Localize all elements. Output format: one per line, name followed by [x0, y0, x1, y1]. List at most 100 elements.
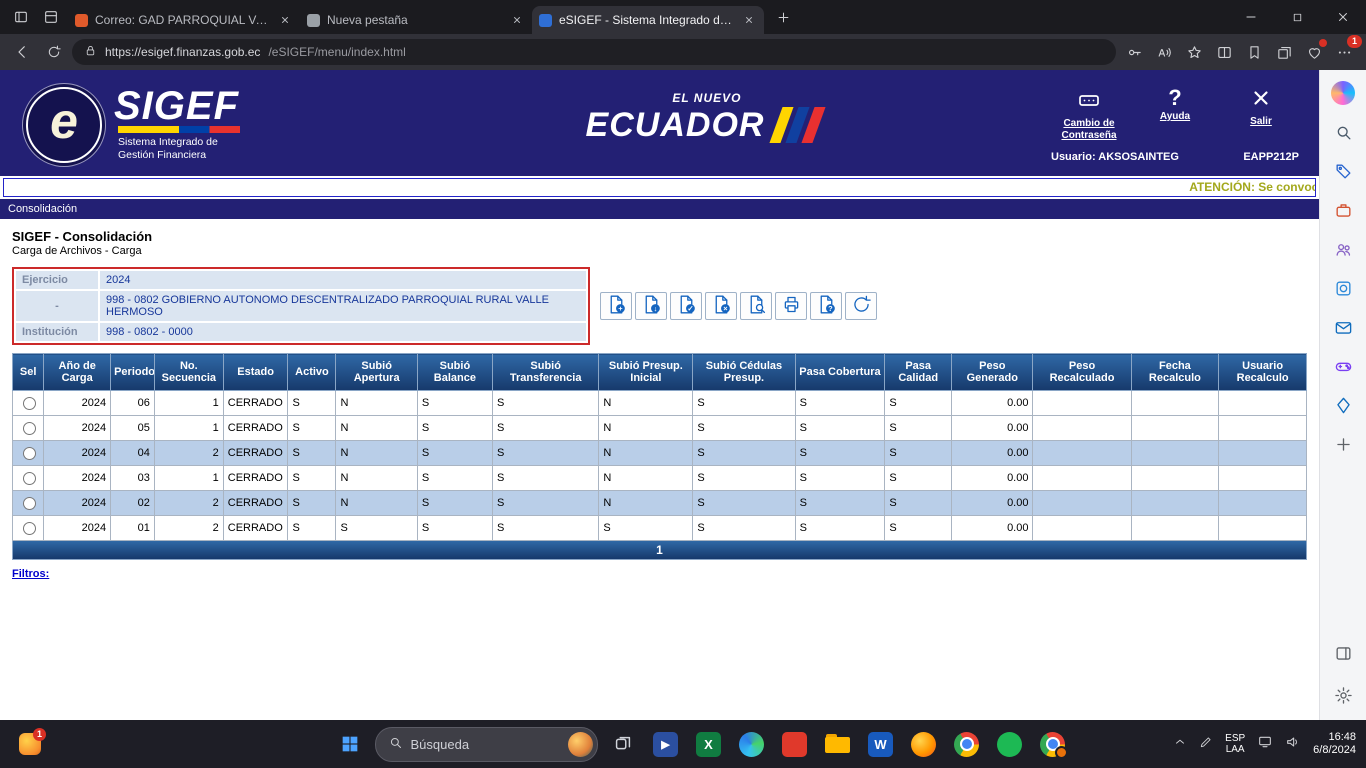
brand-name-text: ECUADOR — [586, 106, 765, 145]
table-cell: S — [693, 416, 795, 441]
change-password-button[interactable]: Cambio de Contraseña — [1049, 87, 1129, 142]
select-row-radio[interactable] — [23, 447, 36, 460]
select-row-radio[interactable] — [23, 497, 36, 510]
menu-bar-consolidacion[interactable]: Consolidación — [0, 199, 1319, 219]
search-icon[interactable] — [1330, 119, 1356, 145]
favorites-bar-icon[interactable] — [1240, 38, 1268, 66]
pagination-bar[interactable]: 1 — [12, 541, 1307, 560]
exit-button[interactable]: Salir — [1221, 87, 1301, 142]
filters-link[interactable]: Filtros: — [12, 568, 49, 580]
people-icon[interactable] — [1330, 236, 1356, 262]
table-cell: N — [599, 466, 693, 491]
vertical-tabs-icon[interactable] — [8, 4, 34, 30]
screen: Correo: GAD PARROQUIAL VALLE Nueva pestañ… — [0, 0, 1366, 768]
select-row-radio[interactable] — [23, 397, 36, 410]
drop-icon[interactable] — [1330, 392, 1356, 418]
reload-button[interactable] — [845, 292, 877, 320]
read-aloud-icon[interactable] — [1150, 38, 1178, 66]
table-cell: S — [288, 466, 336, 491]
print-icon — [781, 294, 802, 318]
word-icon[interactable]: W — [863, 726, 899, 762]
table-cell: S — [885, 466, 952, 491]
office-icon[interactable] — [1330, 197, 1356, 223]
tab-close-icon[interactable] — [509, 12, 525, 28]
shopping-icon[interactable] — [1330, 158, 1356, 184]
table-cell — [1033, 441, 1131, 466]
address-bar[interactable]: https://esigef.finanzas.gob.ec/eSIGEF/me… — [72, 39, 1116, 65]
refresh-button[interactable] — [40, 38, 68, 66]
tray-chevron-icon[interactable] — [1173, 735, 1187, 754]
tab-title: Nueva pestaña — [327, 13, 502, 27]
column-header: Subió Transferencia — [492, 354, 598, 391]
excel-icon[interactable]: X — [691, 726, 727, 762]
preview-file-button[interactable] — [740, 292, 772, 320]
more-menu-icon[interactable]: 1 — [1330, 38, 1358, 66]
table-cell: 2024 — [44, 441, 111, 466]
clock[interactable]: 16:486/8/2024 — [1313, 731, 1356, 757]
chrome-profile-icon[interactable] — [1035, 726, 1071, 762]
table-cell: 0.00 — [952, 466, 1033, 491]
browser-nav-bar: https://esigef.finanzas.gob.ec/eSIGEF/me… — [0, 34, 1366, 70]
key-icon[interactable] — [1120, 38, 1148, 66]
folder-icon[interactable] — [820, 726, 856, 762]
table-cell: S — [795, 516, 885, 541]
lock-icon — [84, 44, 97, 60]
browser-tab[interactable]: Correo: GAD PARROQUIAL VALLE — [68, 6, 300, 34]
favorite-star-icon[interactable] — [1180, 38, 1208, 66]
tab-favicon — [75, 14, 88, 27]
designer-icon[interactable] — [1330, 275, 1356, 301]
tray-pen-icon[interactable] — [1199, 735, 1213, 754]
copilot-icon[interactable] — [1330, 80, 1356, 106]
validate-file-icon: ✓ — [676, 294, 697, 318]
taskbar-search[interactable]: Búsqueda — [375, 727, 598, 762]
print-button[interactable] — [775, 292, 807, 320]
validate-file-button[interactable]: ✓ — [670, 292, 702, 320]
window-minimize-button[interactable] — [1228, 0, 1274, 34]
windows-taskbar: 1 Búsqueda ▶X W ESPLAA 16:486/8/2024 — [0, 720, 1366, 768]
select-row-radio[interactable] — [23, 522, 36, 535]
back-button[interactable] — [8, 38, 36, 66]
table-cell — [1219, 391, 1307, 416]
outlook-icon[interactable] — [1330, 314, 1356, 340]
edge-icon[interactable] — [734, 726, 770, 762]
display-icon[interactable] — [1257, 734, 1273, 755]
window-close-button[interactable] — [1320, 0, 1366, 34]
help-button[interactable]: ? Ayuda — [1135, 87, 1215, 142]
delete-file-button[interactable]: × — [705, 292, 737, 320]
spotify-icon[interactable] — [992, 726, 1028, 762]
collections-icon[interactable] — [1270, 38, 1298, 66]
new-tab-button[interactable] — [770, 4, 796, 30]
panel-icon[interactable] — [1330, 640, 1356, 666]
split-screen-icon[interactable] — [1210, 38, 1238, 66]
essentials-icon[interactable] — [1300, 38, 1328, 66]
start-button[interactable] — [332, 726, 368, 762]
movies-icon[interactable]: ▶ — [648, 726, 684, 762]
firefox-icon[interactable] — [906, 726, 942, 762]
workspaces-icon[interactable] — [38, 4, 64, 30]
window-maximize-button[interactable] — [1274, 0, 1320, 34]
column-header: Subió Apertura — [336, 354, 417, 391]
browser-tab[interactable]: Nueva pestaña — [300, 6, 532, 34]
red-app-icon[interactable] — [777, 726, 813, 762]
task-view-icon[interactable] — [605, 726, 641, 762]
table-cell: S — [417, 516, 492, 541]
confirm-file-button[interactable]: ? — [810, 292, 842, 320]
settings-icon[interactable] — [1330, 682, 1356, 708]
chrome-icon[interactable] — [949, 726, 985, 762]
language-indicator[interactable]: ESPLAA — [1225, 733, 1245, 755]
select-row-radio[interactable] — [23, 422, 36, 435]
games-icon[interactable] — [1330, 353, 1356, 379]
table-cell: S — [288, 516, 336, 541]
tab-close-icon[interactable] — [741, 12, 757, 28]
upload-file-button[interactable]: ↓ — [635, 292, 667, 320]
volume-icon[interactable] — [1285, 734, 1301, 755]
select-cell — [13, 516, 44, 541]
browser-tab[interactable]: eSIGEF - Sistema Integrado de G — [532, 6, 764, 34]
new-file-button[interactable]: + — [600, 292, 632, 320]
tab-close-icon[interactable] — [277, 12, 293, 28]
add-icon[interactable] — [1330, 431, 1356, 457]
select-row-radio[interactable] — [23, 472, 36, 485]
widgets-weather-icon[interactable]: 1 — [12, 726, 48, 762]
table-cell — [1219, 441, 1307, 466]
search-label: Búsqueda — [411, 737, 470, 752]
